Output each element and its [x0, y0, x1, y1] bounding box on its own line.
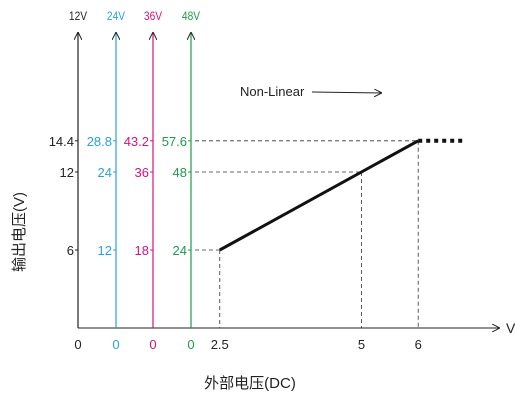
y-tick-label: 6: [67, 243, 74, 258]
voltage-axis-title: 12V: [69, 10, 88, 23]
voltage-axis-title: 36V: [144, 10, 163, 23]
x-axis-unit-label: V: [506, 320, 515, 336]
annotation-label: Non-Linear: [240, 84, 305, 99]
x-tick-label: 0: [74, 337, 81, 352]
y-tick-label: 48: [173, 165, 187, 180]
axis-zero-label: 0: [149, 337, 156, 352]
series-line: [219, 139, 419, 252]
y-tick-label: 14.4: [49, 134, 74, 149]
voltage-axis-title: 24V: [107, 10, 126, 23]
y-tick-label: 18: [135, 243, 149, 258]
x-tick-label: 2.5: [211, 337, 229, 352]
axis-zero-label: 0: [187, 337, 194, 352]
y-axis-title: 输出电压(V): [11, 192, 28, 272]
annotation-arrow: [311, 92, 382, 93]
y-tick-label: 24: [98, 165, 112, 180]
y-tick-label: 12: [60, 165, 74, 180]
axis-zero-label: 0: [112, 337, 119, 352]
y-tick-label: 24: [173, 243, 187, 258]
x-tick-label: 5: [358, 337, 365, 352]
y-tick-label: 43.2: [124, 134, 149, 149]
y-tick-label: 57.6: [162, 134, 187, 149]
x-axis-title: 外部电压(DC): [204, 375, 296, 392]
y-tick-label: 28.8: [87, 134, 112, 149]
x-tick-label: 6: [415, 337, 422, 352]
y-tick-label: 36: [135, 165, 149, 180]
y-tick-label: 12: [98, 243, 112, 258]
voltage-axis-title: 48V: [182, 10, 201, 23]
